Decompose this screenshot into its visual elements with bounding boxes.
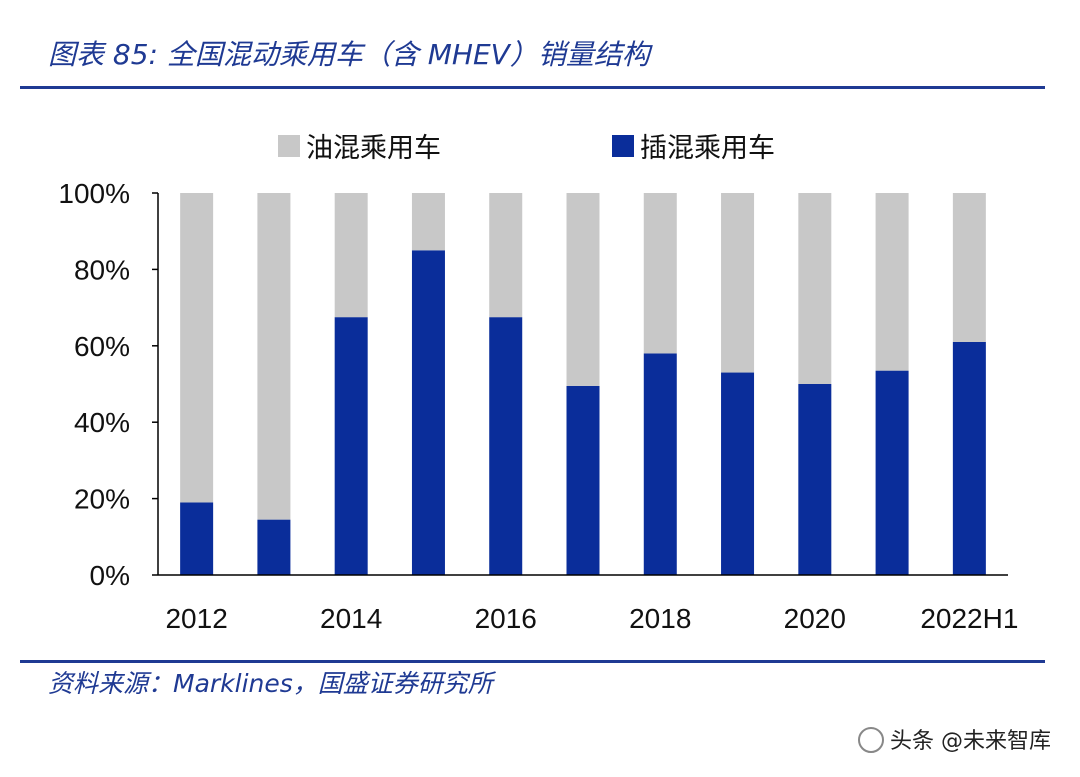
bar-phev-2021	[875, 370, 909, 575]
watermark: 头条 @未来智库	[858, 722, 1068, 762]
bar-hev-2022H1	[952, 193, 986, 342]
figure-title: 图表 85: 全国混动乘用车（含 MHEV）销量结构	[48, 38, 650, 71]
legend-swatch-hev	[278, 135, 300, 157]
bar-hev-2016	[489, 193, 523, 318]
bar-phev-2015	[411, 250, 445, 576]
x-tick-label: 2012	[165, 603, 227, 634]
x-tick-label: 2022H1	[920, 603, 1018, 634]
y-tick-label: 20%	[74, 484, 130, 515]
y-tick-label: 100%	[58, 178, 130, 209]
bars	[180, 193, 986, 576]
bar-phev-2022H1	[952, 341, 986, 575]
bar-hev-2014	[334, 193, 368, 318]
bar-phev-2018	[643, 353, 677, 575]
y-tick-label: 80%	[74, 254, 130, 285]
x-tick-label: 2016	[475, 603, 537, 634]
bar-hev-2015	[411, 193, 445, 251]
x-tick-label: 2020	[784, 603, 846, 634]
bar-hev-2012	[180, 193, 214, 503]
bar-phev-2012	[180, 502, 214, 575]
bar-phev-2013	[257, 519, 291, 575]
y-axis: 0% 20% 40% 60% 80% 100%	[58, 178, 159, 591]
legend-label-phev: 插混乘用车	[640, 133, 775, 164]
bar-hev-2020	[798, 193, 832, 384]
bar-phev-2014	[334, 317, 368, 575]
bar-phev-2016	[489, 317, 523, 575]
y-tick-label: 40%	[74, 407, 130, 438]
bar-hev-2019	[721, 193, 755, 373]
x-axis: 2012 2014 2016 2018 2020 2022H1	[158, 574, 1018, 634]
stacked-bar-chart: 油混乘用车 插混乘用车 0%20%40%60%80%100% 2012 2014 20…	[58, 133, 1018, 634]
bar-hev-2017	[566, 193, 600, 386]
legend: 油混乘用车 插混乘用车	[278, 133, 775, 164]
bar-hev-2021	[875, 193, 909, 371]
y-tick-label: 60%	[74, 331, 130, 362]
bar-hev-2013	[257, 193, 291, 520]
legend-label-hev: 油混乘用车	[306, 133, 441, 164]
watermark-text: 头条 @未来智库	[890, 729, 1051, 754]
watermark-logo-icon	[858, 727, 884, 753]
bottom-rule	[20, 660, 1045, 663]
x-tick-label: 2018	[629, 603, 691, 634]
y-tick-label: 0%	[90, 560, 130, 591]
legend-swatch-phev	[612, 135, 634, 157]
bar-hev-2018	[643, 193, 677, 354]
bar-phev-2017	[566, 385, 600, 575]
x-tick-label: 2014	[320, 603, 382, 634]
top-rule	[20, 86, 1045, 89]
bar-phev-2019	[721, 372, 755, 575]
source-note: 资料来源：Marklines，国盛证券研究所	[48, 669, 493, 698]
bar-phev-2020	[798, 384, 832, 575]
